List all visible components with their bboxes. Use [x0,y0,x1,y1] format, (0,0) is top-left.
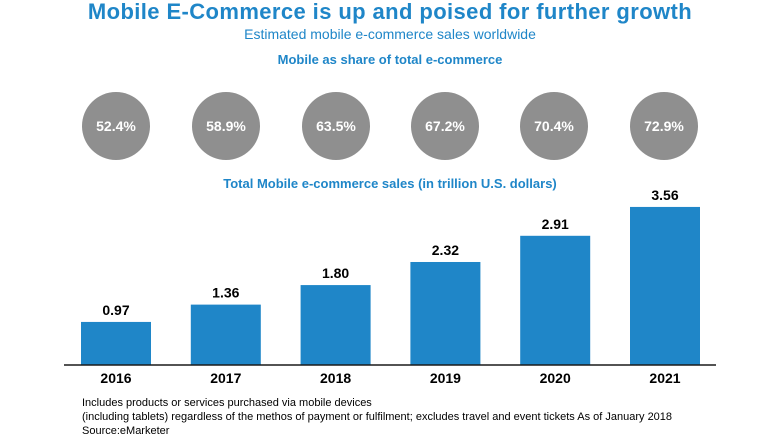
value-label-2018: 1.80 [322,265,349,281]
share-circle-2017: 58.9% [192,92,260,160]
value-label-2019: 2.32 [432,242,459,258]
share-circle-2021: 72.9% [630,92,698,160]
value-label-2016: 0.97 [102,302,129,318]
source-note: Source:eMarketer [82,425,170,437]
x-tick-label-2016: 2016 [100,370,131,386]
bar-2019 [410,261,481,365]
share-section-label: Mobile as share of total e-commerce [277,52,503,67]
chart-title: Mobile E-Commerce is up and poised for f… [87,0,693,24]
x-tick-label-2018: 2018 [320,370,351,386]
bar-2021 [630,206,700,365]
bar-2016 [81,321,151,365]
footnote-line-1: Includes products or services purchased … [82,397,372,409]
footnotes: Includes products or services purchased … [82,396,672,438]
footnote-line-2: (including tablets) regardless of the me… [82,411,673,423]
value-label-2017: 1.36 [212,285,239,301]
share-circle-2019: 67.2% [411,92,479,160]
bar-2018 [300,285,371,365]
x-tick-label-2017: 2017 [210,370,241,386]
x-tick-label-2020: 2020 [540,370,571,386]
x-tick-label-2021: 2021 [649,370,680,386]
share-circle-2020: 70.4% [520,92,588,160]
value-label-2021: 3.56 [651,187,678,203]
sales-section-label: Total Mobile e-commerce sales (in trilli… [223,176,557,191]
value-label-2020: 2.91 [542,216,569,232]
bar-2017 [190,304,261,365]
bar-2020 [520,235,591,365]
chart-subtitle: Estimated mobile e-commerce sales worldw… [244,26,536,42]
share-circle-2016: 52.4% [82,92,150,160]
share-circle-2018: 63.5% [302,92,370,160]
x-tick-label-2019: 2019 [430,370,461,386]
